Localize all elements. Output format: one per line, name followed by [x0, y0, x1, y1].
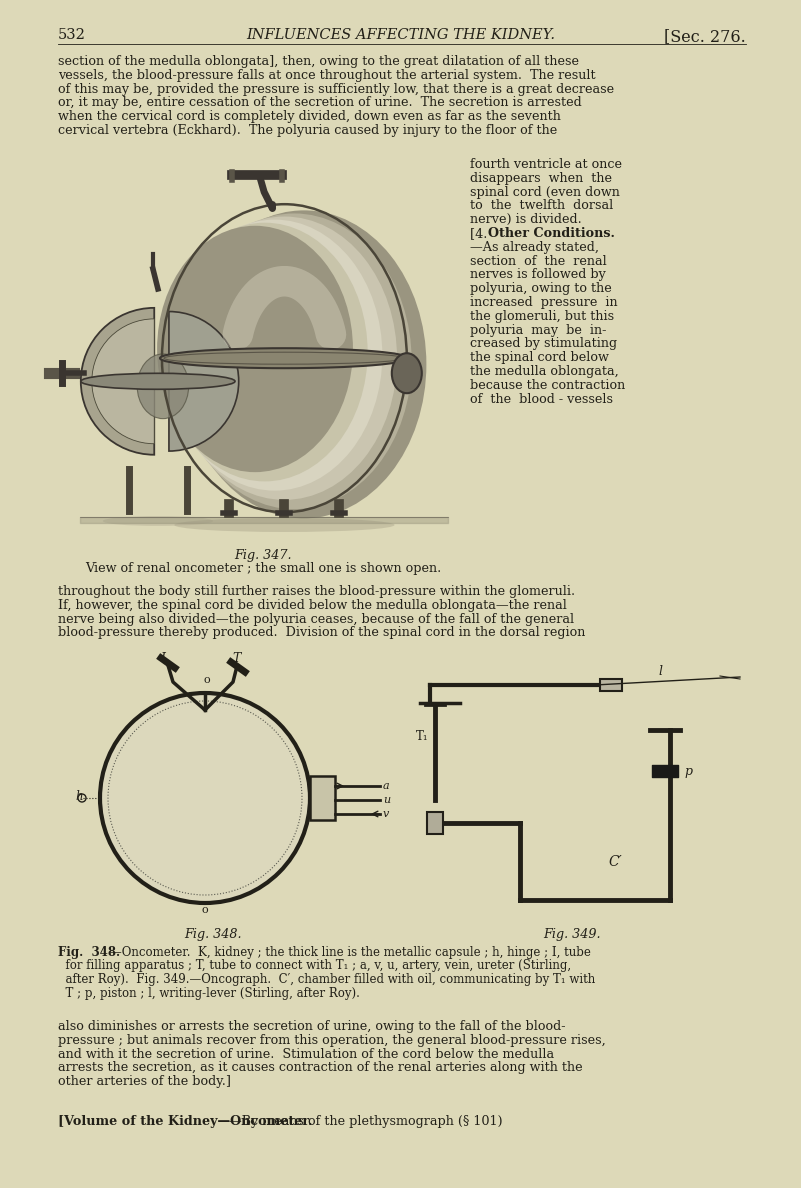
Text: Fig. 348.: Fig. 348.: [184, 928, 242, 941]
Text: View of renal oncometer ; the small one is shown open.: View of renal oncometer ; the small one …: [85, 562, 441, 575]
Text: T: T: [233, 652, 241, 665]
Wedge shape: [92, 318, 155, 444]
Text: vessels, the blood-pressure falls at once throughout the arterial system.  The r: vessels, the blood-pressure falls at onc…: [58, 69, 596, 82]
Text: T ; p, piston ; l, writing-lever (Stirling, after Roy).: T ; p, piston ; l, writing-lever (Stirli…: [58, 986, 360, 999]
Text: —As already stated,: —As already stated,: [470, 241, 599, 254]
Ellipse shape: [182, 210, 426, 518]
Text: the glomeruli, but this: the glomeruli, but this: [470, 310, 614, 323]
Ellipse shape: [167, 220, 382, 491]
Text: If, however, the spinal cord be divided below the medulla oblongata—the renal: If, however, the spinal cord be divided …: [58, 599, 567, 612]
Text: nerves is followed by: nerves is followed by: [470, 268, 606, 282]
Text: fourth ventricle at once: fourth ventricle at once: [470, 158, 622, 171]
Text: disappears  when  the: disappears when the: [470, 172, 612, 185]
Text: the medulla oblongata,: the medulla oblongata,: [470, 365, 618, 378]
Text: Fig.  348.: Fig. 348.: [58, 946, 120, 959]
Text: Fig. 347.: Fig. 347.: [234, 549, 292, 562]
Text: a: a: [383, 781, 389, 791]
Text: other arteries of the body.]: other arteries of the body.]: [58, 1075, 231, 1088]
Ellipse shape: [81, 373, 235, 390]
Text: or, it may be, entire cessation of the secretion of urine.  The secretion is arr: or, it may be, entire cessation of the s…: [58, 96, 582, 109]
Text: also diminishes or arrests the secretion of urine, owing to the fall of the bloo: also diminishes or arrests the secretion…: [58, 1020, 566, 1034]
Text: for filling apparatus ; T, tube to connect with T₁ ; a, v, u, artery, vein, uret: for filling apparatus ; T, tube to conne…: [58, 960, 571, 973]
Text: because the contraction: because the contraction: [470, 379, 626, 392]
Text: K: K: [186, 789, 200, 807]
Text: nerve being also divided—the polyuria ceases, because of the fall of the general: nerve being also divided—the polyuria ce…: [58, 613, 574, 626]
Text: l: l: [658, 665, 662, 678]
Text: —By means of the plethysmograph (§ 101): —By means of the plethysmograph (§ 101): [229, 1116, 503, 1127]
Text: [4.: [4.: [470, 227, 491, 240]
Ellipse shape: [177, 214, 412, 510]
Text: spinal cord (even down: spinal cord (even down: [470, 185, 620, 198]
Text: of this may be, provided the pressure is sufficiently low, that there is a great: of this may be, provided the pressure is…: [58, 83, 614, 95]
Text: after Roy).  Fig. 349.—Oncograph.  C′, chamber filled with oil, communicating by: after Roy). Fig. 349.—Oncograph. C′, cha…: [58, 973, 595, 986]
Text: p: p: [684, 765, 692, 777]
Circle shape: [100, 693, 310, 903]
Text: the spinal cord below: the spinal cord below: [470, 352, 609, 365]
Text: [Volume of the Kidney—Oncometer.: [Volume of the Kidney—Oncometer.: [58, 1116, 312, 1127]
Ellipse shape: [160, 348, 409, 368]
Text: when the cervical cord is completely divided, down even as far as the seventh: when the cervical cord is completely div…: [58, 110, 561, 124]
Text: Fig. 349.: Fig. 349.: [543, 928, 601, 941]
Text: 532: 532: [58, 29, 86, 42]
Text: blood-pressure thereby produced.  Division of the spinal cord in the dorsal regi: blood-pressure thereby produced. Divisio…: [58, 626, 586, 639]
Text: I: I: [160, 652, 166, 665]
Text: polyuria  may  be  in-: polyuria may be in-: [470, 323, 606, 336]
Text: Other Conditions.: Other Conditions.: [488, 227, 615, 240]
Text: of  the  blood - vessels: of the blood - vessels: [470, 392, 613, 405]
Text: C′: C′: [608, 854, 622, 868]
Text: section of the medulla oblongata], then, owing to the great dilatation of all th: section of the medulla oblongata], then,…: [58, 55, 579, 68]
Wedge shape: [169, 311, 239, 451]
Text: and with it the secretion of urine.  Stimulation of the cord below the medulla: and with it the secretion of urine. Stim…: [58, 1048, 554, 1061]
Text: INFLUENCES AFFECTING THE KIDNEY.: INFLUENCES AFFECTING THE KIDNEY.: [246, 29, 555, 42]
Text: increased  pressure  in: increased pressure in: [470, 296, 618, 309]
Bar: [600, 680, 622, 691]
Text: h: h: [75, 790, 83, 803]
Text: throughout the body still further raises the blood-pressure within the glomeruli: throughout the body still further raises…: [58, 584, 575, 598]
Text: polyuria, owing to the: polyuria, owing to the: [470, 283, 612, 295]
Bar: [60, 158, 468, 543]
Text: nerve) is divided.: nerve) is divided.: [470, 213, 582, 226]
Ellipse shape: [392, 353, 422, 393]
Text: cervical vertebra (Eckhard).  The polyuria caused by injury to the floor of the: cervical vertebra (Eckhard). The polyuri…: [58, 124, 557, 137]
Ellipse shape: [175, 518, 395, 532]
Text: arrests the secretion, as it causes contraction of the renal arteries along with: arrests the secretion, as it causes cont…: [58, 1061, 582, 1074]
Ellipse shape: [157, 226, 353, 472]
Text: v: v: [383, 809, 389, 819]
Ellipse shape: [162, 222, 368, 481]
Text: section  of  the  renal: section of the renal: [470, 254, 606, 267]
Text: u: u: [383, 795, 390, 805]
Text: —Oncometer.  K, kidney ; the thick line is the metallic capsule ; h, hinge ; I, : —Oncometer. K, kidney ; the thick line i…: [110, 946, 591, 959]
Bar: [310, 776, 335, 820]
Wedge shape: [81, 308, 155, 455]
Ellipse shape: [103, 516, 213, 526]
Ellipse shape: [137, 354, 188, 418]
Text: pressure ; but animals recover from this operation, the general blood-pressure r: pressure ; but animals recover from this…: [58, 1034, 606, 1047]
Text: T₁: T₁: [417, 729, 429, 742]
Text: [Sec. 276.: [Sec. 276.: [664, 29, 746, 45]
Text: creased by stimulating: creased by stimulating: [470, 337, 617, 350]
Text: to  the  twelfth  dorsal: to the twelfth dorsal: [470, 200, 614, 213]
Ellipse shape: [171, 216, 397, 500]
Text: o: o: [202, 905, 208, 915]
Text: o: o: [203, 675, 211, 685]
Bar: [427, 813, 443, 834]
